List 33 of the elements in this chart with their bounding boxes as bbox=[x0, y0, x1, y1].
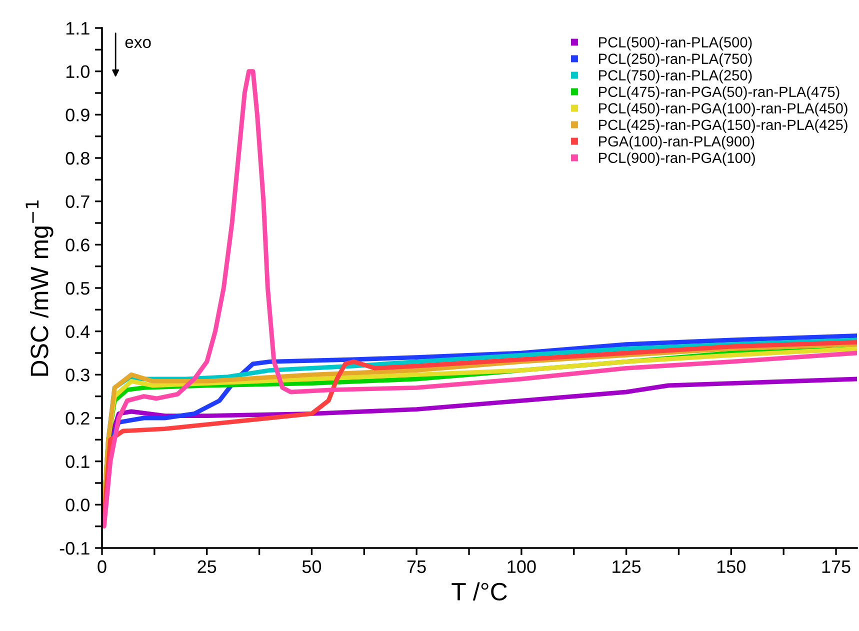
x-tick-label: 125 bbox=[612, 560, 641, 574]
y-tick-label: 0.0 bbox=[66, 498, 90, 512]
y-tick-label: 0.1 bbox=[66, 455, 90, 468]
y-tick-label: 0.9 bbox=[66, 108, 90, 122]
x-tick-label: 25 bbox=[198, 560, 216, 574]
y-tick-label: 0.6 bbox=[66, 238, 90, 252]
legend-label: PCL(750)-ran-PLA(250) bbox=[599, 70, 752, 84]
y-tick-label: 0.5 bbox=[66, 282, 90, 295]
line-series bbox=[102, 69, 857, 529]
y-tick-label: 0.8 bbox=[66, 152, 90, 165]
legend-label: PGA(100)-ran-PLA(900) bbox=[599, 136, 754, 150]
legend-label: PCL(425)-ran-PGA(150)-ran-PLA(425) bbox=[599, 119, 848, 133]
y-tick-label: 1.0 bbox=[66, 65, 90, 78]
x-axis-title: T /°C bbox=[452, 582, 507, 601]
y-tick-label: 0.2 bbox=[66, 412, 90, 425]
x-tick-label: 0 bbox=[98, 560, 106, 574]
legend-label: PCL(250)-ran-PLA(750) bbox=[599, 53, 752, 67]
y-tick-label: 0.7 bbox=[66, 195, 90, 208]
x-tick-label: 175 bbox=[822, 560, 850, 574]
x-tick-label: 75 bbox=[407, 560, 426, 574]
y-tick-label: 0.4 bbox=[66, 325, 90, 338]
x-tick-label: 150 bbox=[717, 560, 746, 574]
legend-label: PCL(500)-ran-PLA(500) bbox=[599, 36, 752, 50]
x-tick-label: 100 bbox=[508, 560, 536, 574]
y-tick-label: -0.1 bbox=[60, 542, 90, 555]
y-tick-label: 1.1 bbox=[66, 22, 90, 35]
legend-label: PCL(450)-ran-PGA(100)-ran-PLA(450) bbox=[599, 102, 848, 116]
legend-label: PCL(475)-ran-PGA(50)-ran-PLA(475) bbox=[599, 86, 840, 100]
legend-label: PCL(900)-ran-PGA(100) bbox=[599, 152, 755, 166]
y-axis-title: DSC /mW mg$^{−1}$ bbox=[26, 200, 54, 376]
y-tick-label: 0.3 bbox=[66, 368, 90, 382]
annotation: exo bbox=[125, 38, 151, 48]
x-tick-label: 50 bbox=[302, 560, 322, 574]
